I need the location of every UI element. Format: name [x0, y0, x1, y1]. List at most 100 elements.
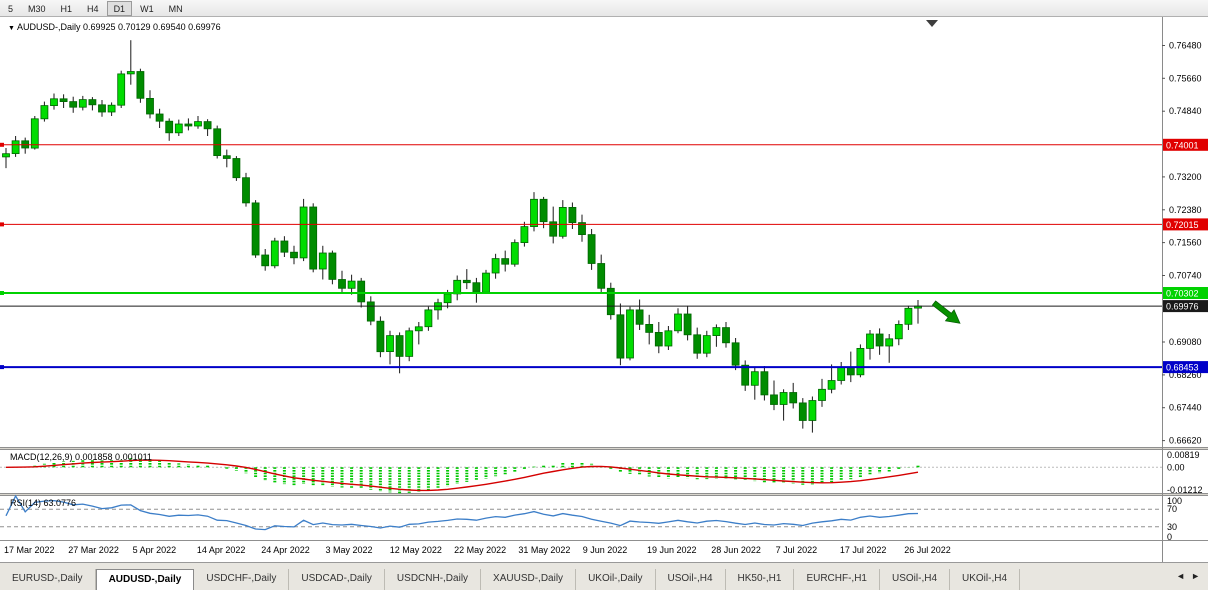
candle-body — [309, 206, 318, 270]
chart-tab-audusd-daily[interactable]: AUDUSD-,Daily — [95, 569, 195, 590]
candle-body — [30, 118, 39, 149]
candle-body — [539, 198, 548, 223]
chart-tab-usdcnh-daily[interactable]: USDCNH-,Daily — [385, 569, 482, 590]
svg-text:-0.01212: -0.01212 — [1167, 485, 1203, 495]
svg-text:0.00819: 0.00819 — [1167, 450, 1200, 460]
chart-tab-usoil-h4[interactable]: USOil-,H4 — [656, 569, 726, 590]
candle-body — [578, 222, 586, 236]
down-arrow-annotation[interactable] — [930, 297, 965, 328]
svg-text:0.69080: 0.69080 — [1169, 337, 1202, 347]
candle-body — [126, 71, 135, 75]
chart-tab-hk50-h1[interactable]: HK50-,H1 — [726, 569, 795, 590]
timeframe-button-5[interactable]: 5 — [1, 1, 20, 16]
candle-body — [453, 279, 462, 295]
tabs-scroll-left-icon[interactable]: ◄ — [1176, 571, 1186, 581]
chart-tab-eurusd-daily[interactable]: EURUSD-,Daily — [0, 569, 96, 590]
svg-text:0.73200: 0.73200 — [1169, 172, 1202, 182]
candle-body — [117, 73, 126, 106]
line-handle[interactable] — [0, 142, 4, 147]
svg-text:0.67440: 0.67440 — [1169, 403, 1202, 413]
horizontal-line-0.70302[interactable] — [0, 291, 1162, 295]
candle-body — [395, 335, 404, 357]
chart-shift-marker-icon[interactable] — [926, 20, 938, 27]
line-handle[interactable] — [0, 365, 4, 370]
chart-tab-ukoil-daily[interactable]: UKOil-,Daily — [576, 569, 656, 590]
candle-body — [587, 234, 596, 264]
price-badge-0.74001: 0.74001 — [1163, 138, 1208, 151]
candle-body — [280, 240, 289, 253]
horizontal-line-0.72015[interactable] — [0, 222, 1162, 227]
timeframe-toolbar: 5 M30 H1 H4 D1 W1 MN — [0, 0, 1208, 17]
candle-body — [837, 366, 846, 381]
svg-text:12 May 2022: 12 May 2022 — [390, 545, 442, 555]
svg-text:0.74840: 0.74840 — [1169, 106, 1202, 116]
svg-text:0.70740: 0.70740 — [1169, 271, 1202, 281]
date-axis[interactable]: 17 Mar 2022 27 Mar 2022 5 Apr 2022 14 Apr 2… — [4, 545, 951, 555]
candle-body — [750, 371, 759, 386]
svg-text:0.68260: 0.68260 — [1169, 370, 1202, 380]
candle-body — [472, 282, 481, 293]
candle-body — [827, 380, 836, 390]
candle-body — [818, 388, 826, 401]
candle-body — [866, 333, 874, 349]
candle-body — [635, 309, 644, 325]
line-handle[interactable] — [0, 291, 4, 295]
candle-body — [232, 158, 241, 179]
timeframe-button-w1[interactable]: W1 — [133, 1, 161, 16]
candle-body — [155, 113, 164, 122]
chart-tab-ukoil-h4[interactable]: UKOil-,H4 — [950, 569, 1021, 590]
timeframe-button-d1[interactable]: D1 — [106, 0, 133, 16]
candle-body — [2, 153, 10, 158]
line-handle[interactable] — [0, 222, 4, 227]
svg-text:0.69976: 0.69976 — [1166, 302, 1199, 312]
horizontal-line-0.68453[interactable] — [0, 365, 1162, 370]
candle-body — [366, 301, 375, 322]
candle-body — [482, 272, 490, 293]
candle-body — [558, 206, 567, 237]
chart-background — [0, 17, 1208, 562]
candle-body — [654, 331, 663, 347]
candle-body — [597, 263, 606, 289]
candle-body — [50, 98, 58, 107]
candle-body — [626, 309, 634, 359]
candle-body — [414, 326, 423, 332]
svg-text:0.00: 0.00 — [1167, 462, 1185, 472]
candle-body — [856, 347, 865, 376]
candle-body — [203, 121, 212, 130]
chart-tab-usdcad-daily[interactable]: USDCAD-,Daily — [289, 569, 385, 590]
candle-body — [88, 99, 97, 106]
tabs-scroll-right-icon[interactable]: ► — [1191, 571, 1200, 581]
chart-tab-usoil-h4[interactable]: USOil-,H4 — [880, 569, 951, 590]
chart-tab-xauusd-daily[interactable]: XAUUSD-,Daily — [481, 569, 577, 590]
timeframe-button-h1[interactable]: H1 — [54, 1, 80, 16]
candle-body — [405, 330, 414, 357]
chart-tab-usdchf-daily[interactable]: USDCHF-,Daily — [194, 569, 290, 590]
candle-body — [530, 198, 538, 228]
candle-body — [808, 400, 817, 421]
macd-pane: 0.00819 0.00 -0.01212 — [0, 450, 1203, 495]
candle-body — [760, 371, 769, 396]
timeframe-button-m30[interactable]: M30 — [21, 1, 53, 16]
price-badge-0.70302: 0.70302 — [1163, 287, 1208, 299]
svg-text:70: 70 — [1167, 504, 1177, 514]
price-axis[interactable]: 0.76480 0.75660 0.74840 0.73200 0.72380 0.715… — [1162, 41, 1208, 446]
candle-body — [674, 313, 682, 332]
chart-window: 0.00819 0.00 -0.01212 100 70 30 0 0.76480 0.7566… — [0, 17, 1208, 562]
candle-body — [664, 330, 673, 347]
svg-text:0.68453: 0.68453 — [1166, 363, 1199, 373]
chart-tab-eurchf-h1[interactable]: EURCHF-,H1 — [794, 569, 880, 590]
candle-body — [347, 280, 356, 289]
candle-body — [59, 98, 68, 103]
candle-body — [510, 242, 519, 265]
timeframe-button-h4[interactable]: H4 — [80, 1, 106, 16]
svg-text:0.72380: 0.72380 — [1169, 205, 1202, 215]
candle-body — [184, 123, 193, 127]
svg-text:0.74001: 0.74001 — [1166, 140, 1199, 150]
candle-body — [731, 342, 740, 366]
candles-layer — [2, 40, 922, 433]
horizontal-line-0.74001[interactable] — [0, 142, 1162, 147]
candle-body — [270, 240, 279, 267]
candle-body — [328, 252, 337, 280]
timeframe-button-mn[interactable]: MN — [162, 1, 190, 16]
